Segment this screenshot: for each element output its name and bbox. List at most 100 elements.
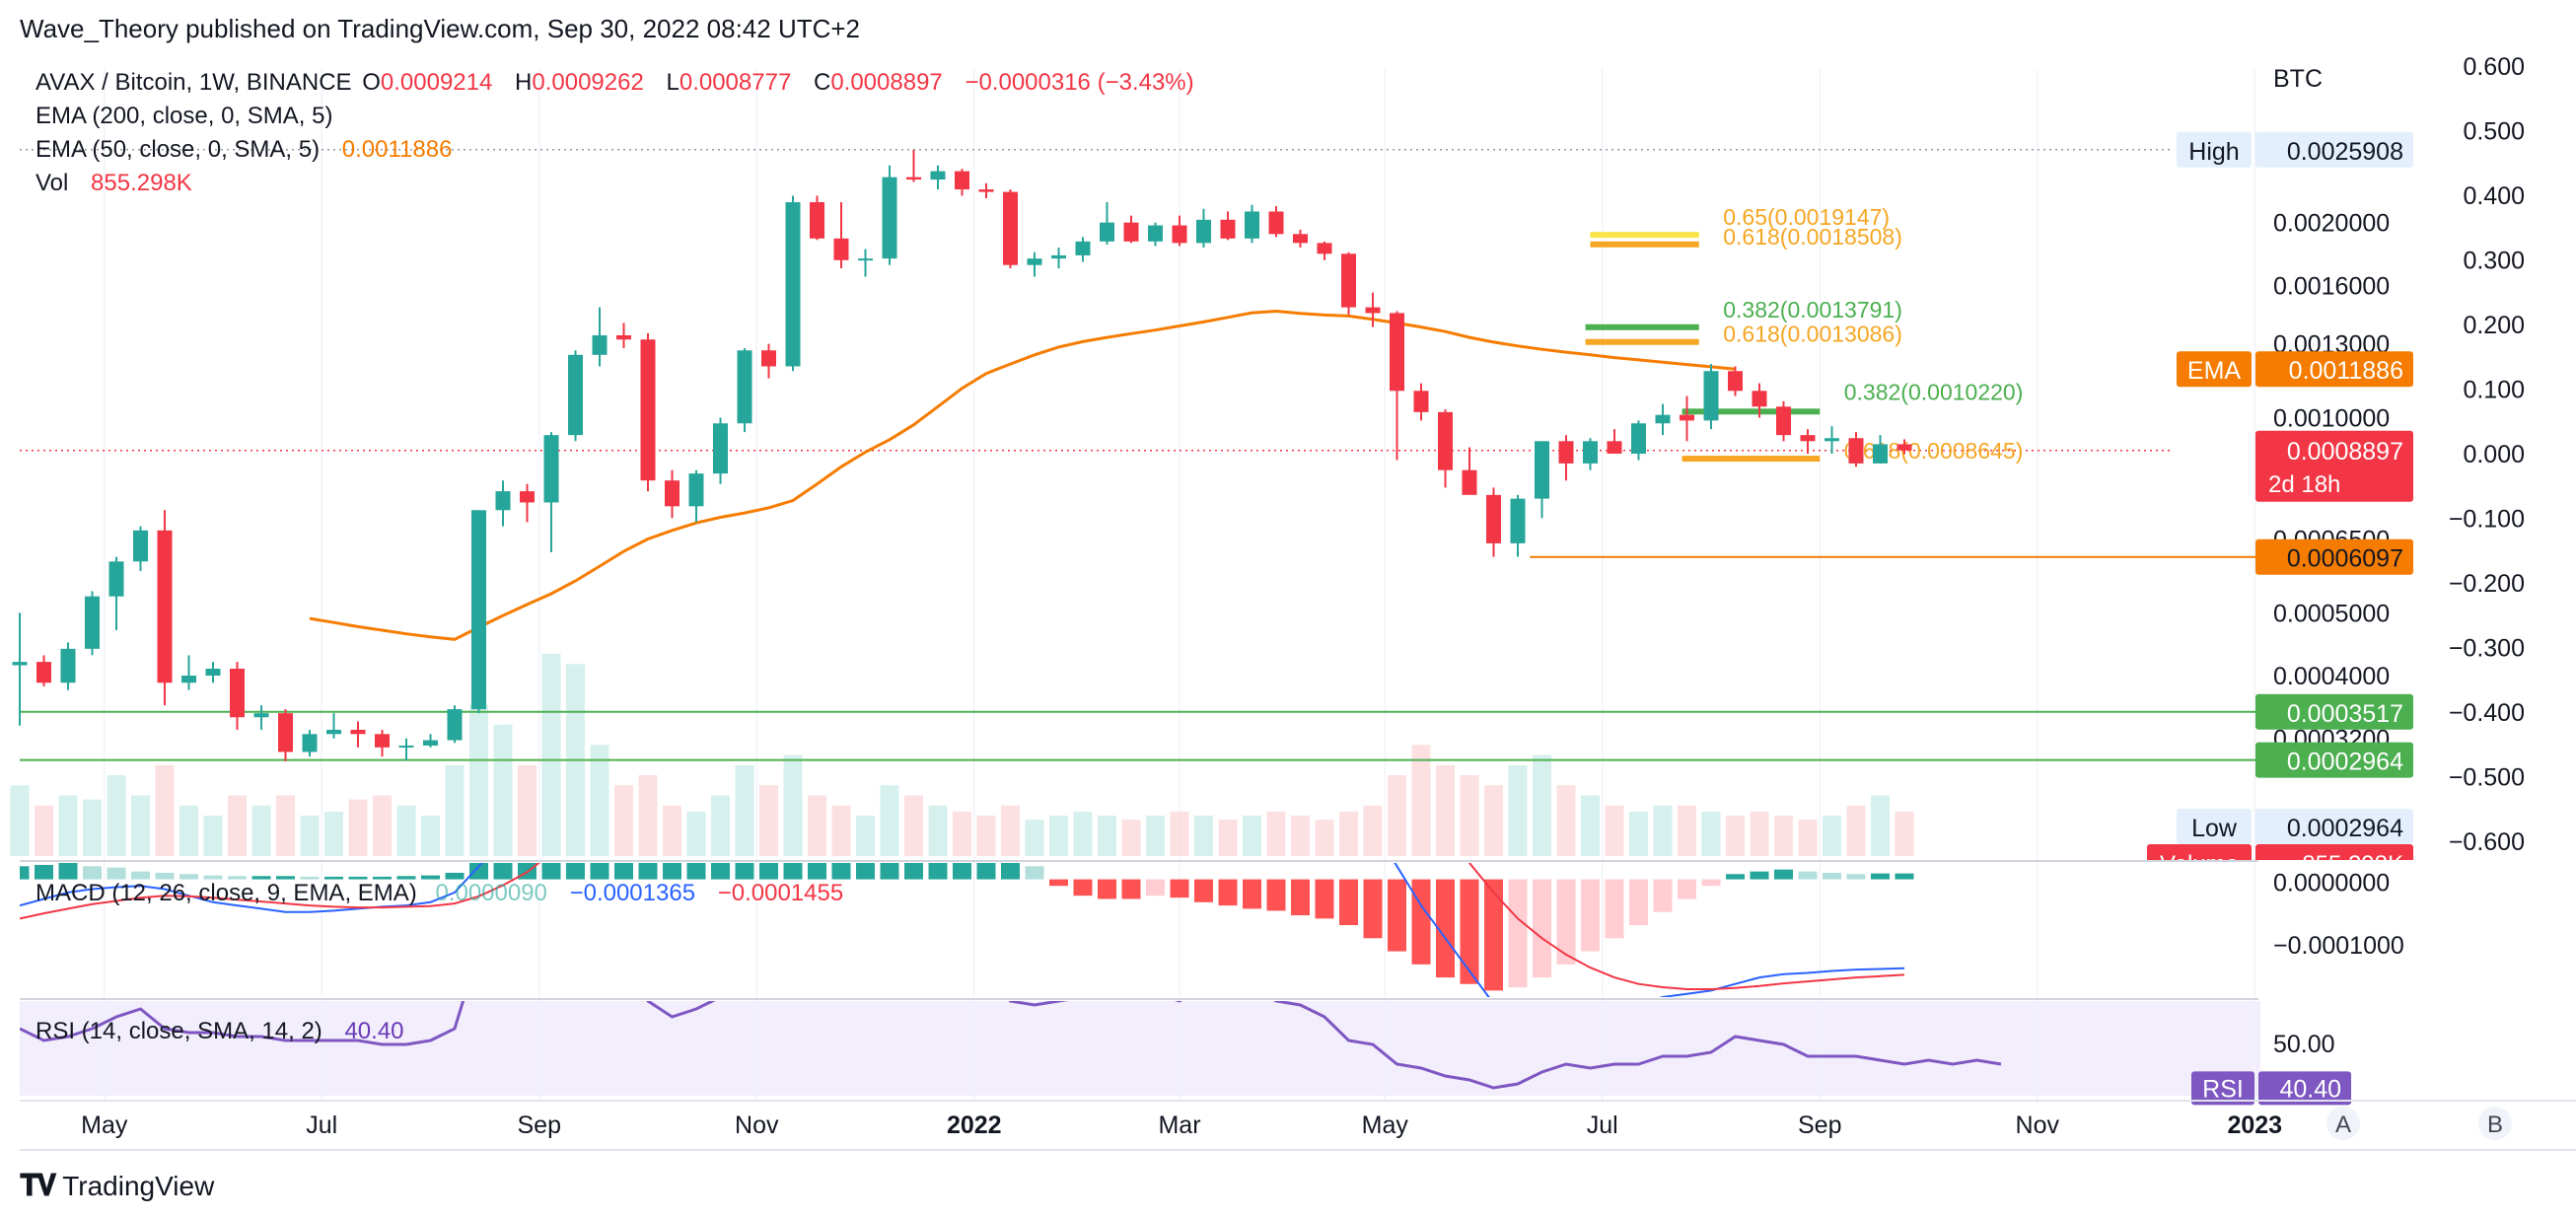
volume-bar (1218, 820, 1238, 856)
fib-level-label: 0.618(0.0018508) (1723, 224, 1902, 250)
time-axis-label: Mar (1158, 1111, 1200, 1139)
fib-level-bar (1590, 232, 1699, 239)
rsi-plot (20, 1001, 2002, 1090)
volume-bar (131, 795, 150, 856)
support-tag-1-text: 0.0003517 (2287, 700, 2403, 728)
candle (1293, 229, 1308, 249)
macd-histogram-bar (107, 867, 126, 880)
candle (1825, 426, 1839, 454)
ema50-legend[interactable]: EMA (50, close, 0, SMA, 5) 0.0011886 (36, 136, 456, 164)
open-label: O (362, 69, 381, 96)
percent-axis-tick: −0.300 (2449, 635, 2525, 663)
ema-label-tag-box (2177, 351, 2252, 388)
percent-axis-tick: 0.600 (2463, 53, 2525, 81)
candle-body (205, 668, 221, 677)
volume-bar (1121, 820, 1141, 856)
macd-histogram-bar (711, 863, 730, 880)
candle-body (1873, 444, 1888, 464)
candle-body (737, 350, 752, 424)
ema50-value: 0.0011886 (341, 136, 453, 163)
volume-bar (1726, 816, 1745, 856)
candle (1558, 435, 1574, 481)
candle (375, 729, 390, 757)
candle (1535, 441, 1549, 519)
rsi-value-tag: 40.40 (2258, 1071, 2351, 1106)
percent-axis-tick: −0.100 (2449, 506, 2525, 534)
macd-histogram-bar (1774, 869, 1793, 880)
macd-histogram-bar (1194, 879, 1213, 902)
fib-level-bar (1682, 456, 1821, 463)
macd-histogram-bar (590, 863, 609, 880)
high-value-tag-text: 0.0025908 (2287, 138, 2403, 166)
support-tag-2-text: 0.0002964 (2287, 749, 2403, 776)
macd-histogram-bar (1073, 879, 1093, 896)
low-value-tag-text: 0.0002964 (2287, 815, 2403, 842)
candle (592, 307, 608, 367)
price-axis-tick: 0.0016000 (2273, 272, 2390, 300)
volume-bar (1653, 805, 1673, 856)
symbol-name[interactable]: AVAX / Bitcoin, 1W, BINANCE (36, 69, 352, 96)
macd-histogram-bar (1025, 866, 1044, 880)
candle-body (1003, 191, 1018, 265)
candle-body (495, 491, 511, 511)
low-label: L (666, 69, 680, 96)
tradingview-logo[interactable]: 𝐓𝐕 TradingView (20, 1170, 214, 1203)
macd-histogram-bar (759, 863, 778, 880)
candle (882, 165, 897, 265)
macd-histogram-bar (1049, 879, 1068, 887)
candle-body (1848, 438, 1864, 464)
candle (133, 526, 148, 571)
fib-level-label: 0.618(0.0013086) (1723, 322, 1902, 347)
macd-histogram-bar (735, 863, 754, 880)
candle-body (133, 530, 148, 562)
candle (1003, 189, 1018, 269)
macd-histogram-bar (1339, 879, 1358, 926)
candle (688, 469, 704, 523)
candle-body (12, 662, 28, 666)
volume-bar (1073, 811, 1093, 856)
vol-legend[interactable]: Vol 855.298K (36, 170, 196, 197)
volume-bar (1629, 811, 1648, 856)
candle (1196, 208, 1211, 249)
volume-bar (493, 724, 513, 856)
macd-axis-tick: 0.0000000 (2273, 870, 2390, 897)
rsi-pane (20, 1001, 2002, 1090)
macd-legend[interactable]: MACD (12, 26, close, 9, EMA, EMA) 0.0000… (36, 880, 847, 907)
volume-bar (300, 816, 320, 856)
open-value: 0.0009214 (380, 69, 493, 96)
candle-body (181, 676, 196, 683)
pane-separators[interactable] (20, 860, 2576, 1151)
macd-histogram-bar (1121, 879, 1141, 899)
macd-histogram-bar (831, 863, 851, 880)
macd-histogram-bar (131, 871, 150, 880)
candle-body (1172, 225, 1187, 244)
candle (1220, 211, 1236, 241)
low-label-tag-text: Low (2191, 815, 2238, 842)
candles[interactable] (12, 149, 1912, 761)
volume-bar (976, 816, 996, 856)
candle (1245, 204, 1259, 244)
low-value-tag: 0.0002964 (2255, 809, 2413, 844)
macd-signal-value: −0.0001455 (717, 880, 844, 906)
macd-histogram-bar (1726, 874, 1745, 880)
candle-body (520, 491, 535, 503)
volume-bar (1678, 805, 1696, 856)
auto-scale-button[interactable]: A (2326, 1107, 2360, 1140)
log-scale-button[interactable]: B (2478, 1107, 2512, 1140)
rsi-legend[interactable]: RSI (14, close, SMA, 14, 2) 40.40 (36, 1018, 408, 1045)
time-axis[interactable]: May Jul Sep Nov 2022 Mar May Jul Sep Nov 2023 A B (81, 1107, 2512, 1140)
candle-body (398, 745, 414, 748)
volume-tag: Volume 855.298K (2147, 844, 2413, 860)
macd-histogram-bar (493, 863, 513, 880)
tradingview-logo-icon: 𝐓𝐕 (20, 1170, 56, 1202)
volume-label-box (2147, 844, 2252, 860)
macd-histogram-bar (1823, 872, 1841, 880)
price-axis[interactable]: 0.600 0.500 0.400 0.300 0.200 0.100 0.000 −0.10… (2147, 53, 2525, 1106)
macd-line (20, 863, 1905, 997)
price-axis-tick: 0.0005000 (2273, 600, 2390, 627)
support-tag-1-box (2255, 693, 2413, 730)
candle-body (1510, 498, 1526, 543)
ema200-legend[interactable]: EMA (200, close, 0, SMA, 5) (36, 103, 336, 130)
time-axis-label: 2022 (947, 1111, 1002, 1139)
